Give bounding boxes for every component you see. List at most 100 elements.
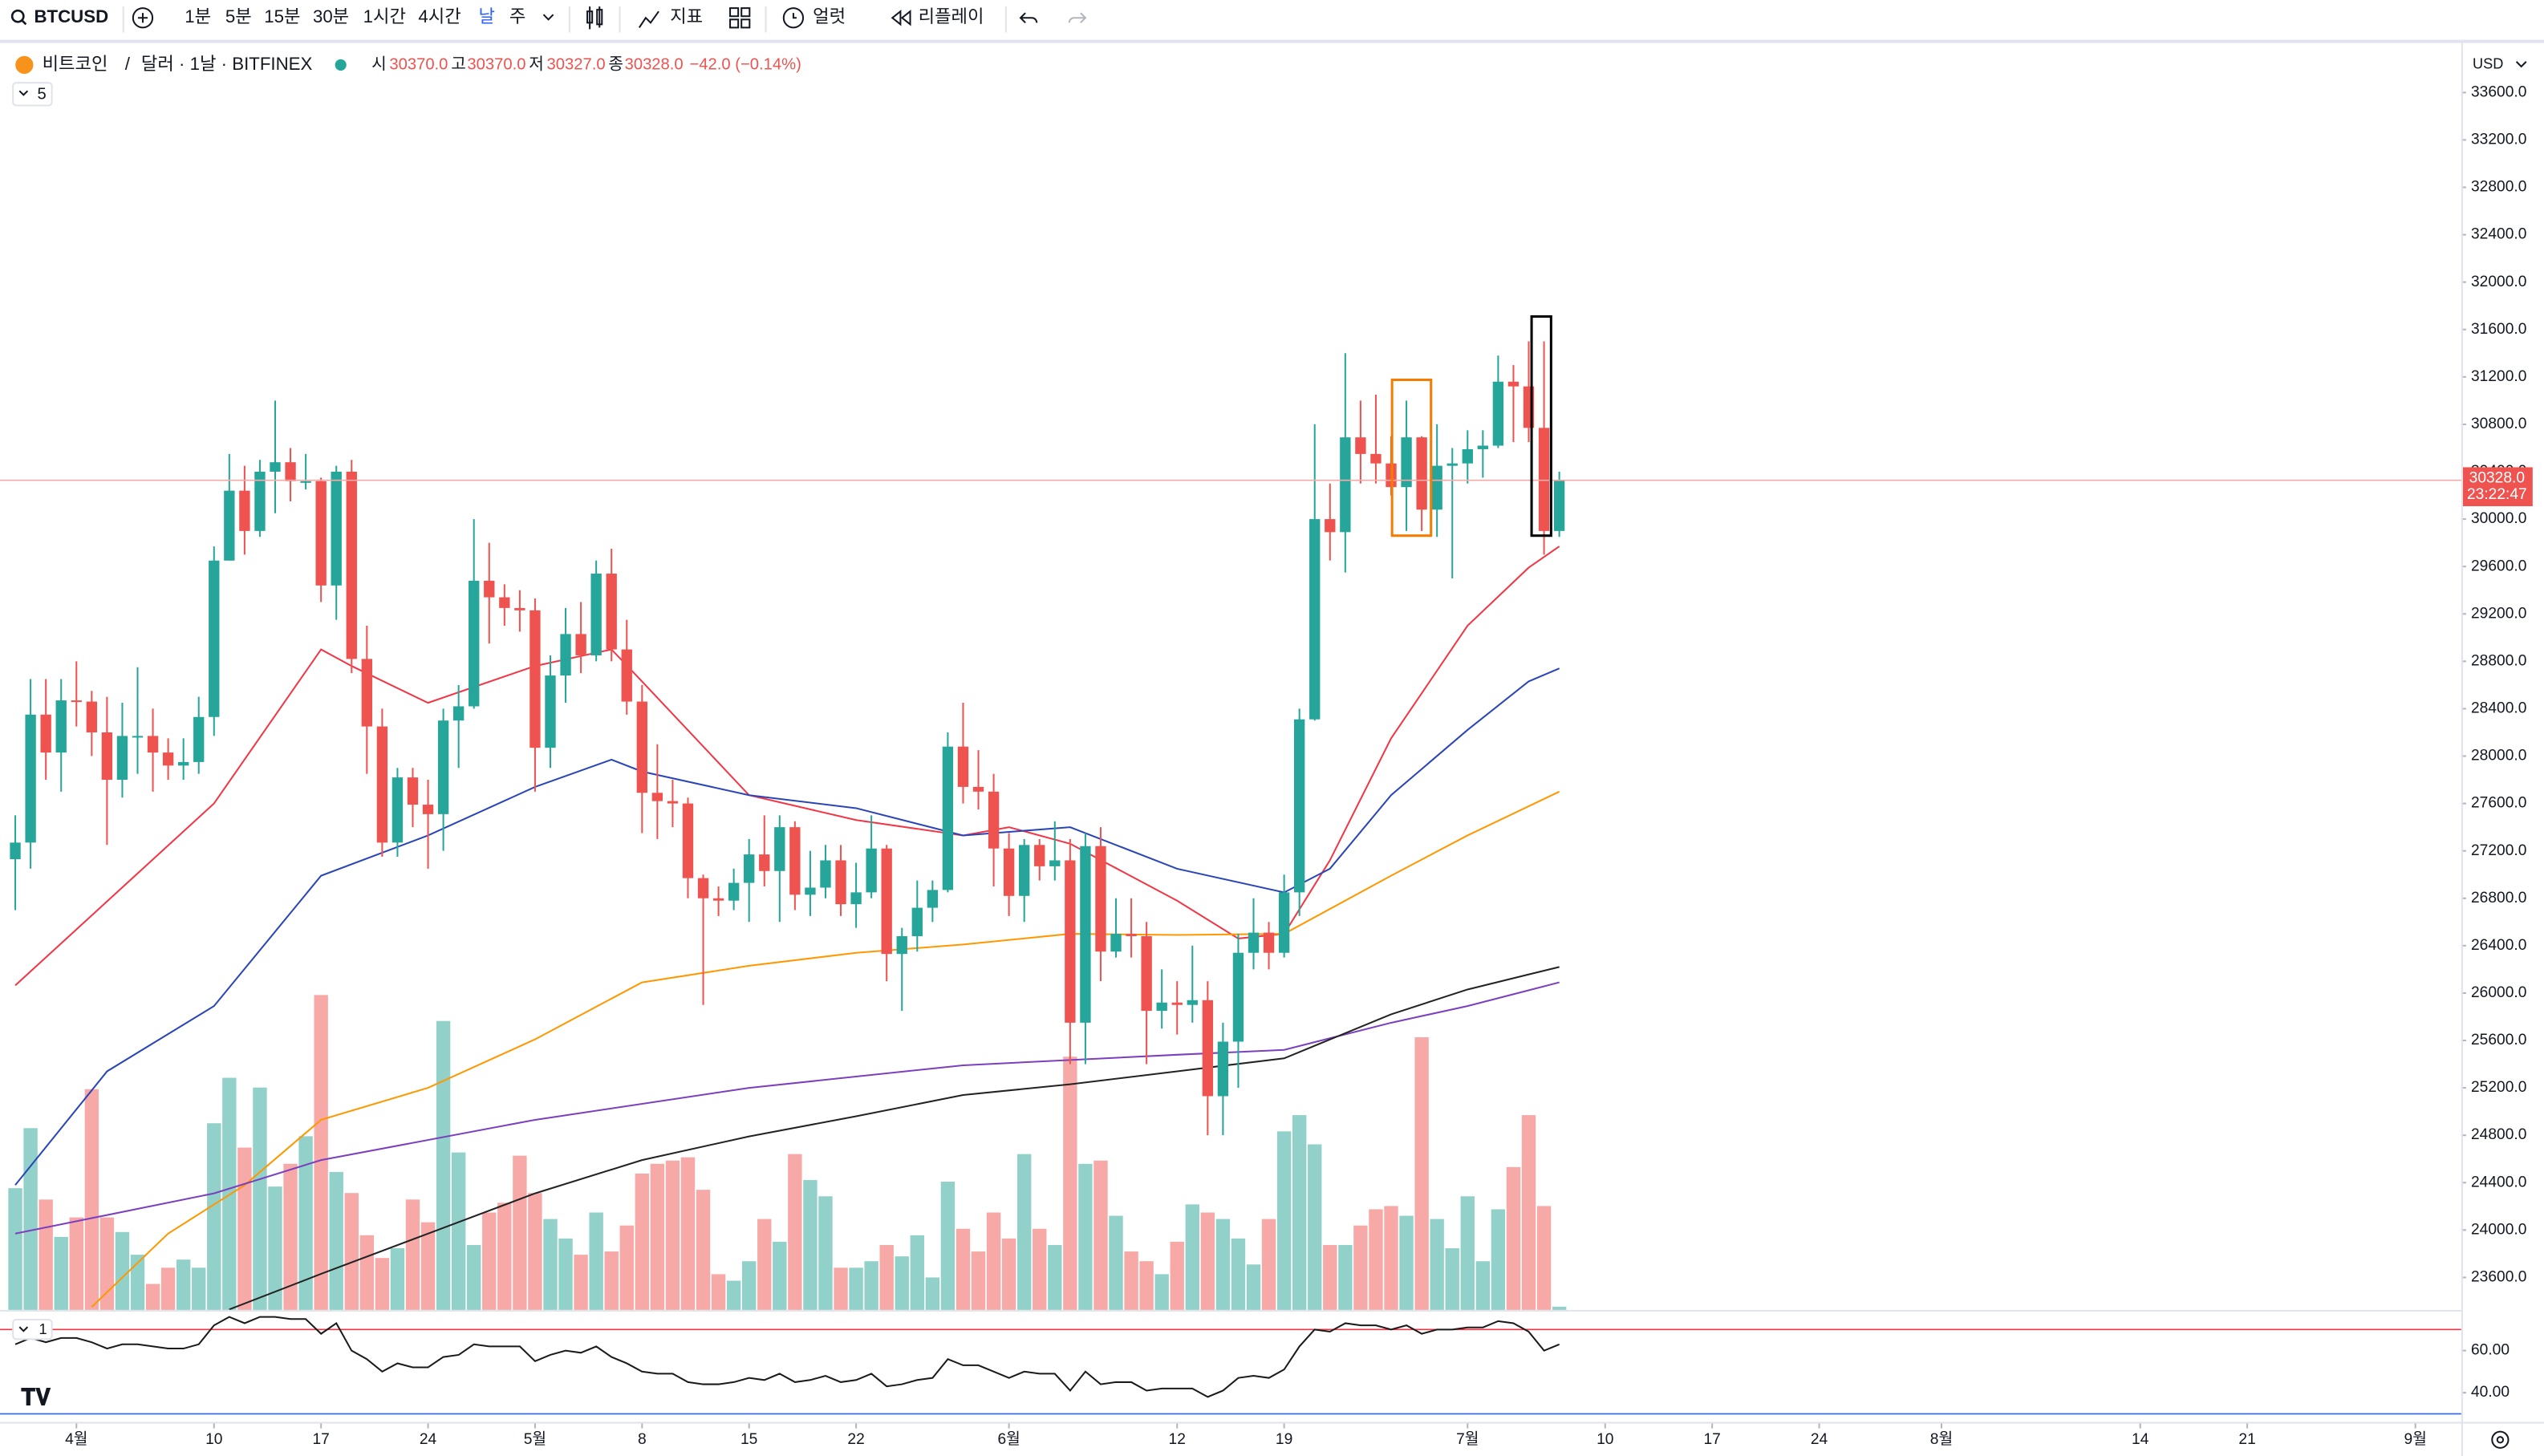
- candle-body: [972, 786, 984, 792]
- interval-dropdown[interactable]: [542, 14, 554, 21]
- candle-body: [361, 659, 372, 727]
- alert-button[interactable]: 얼럿: [813, 6, 846, 26]
- candle-body: [469, 580, 480, 707]
- volume-bar: [1170, 1241, 1184, 1310]
- candle-body: [1507, 381, 1520, 387]
- y-tick-label: 30800.0: [2471, 416, 2526, 432]
- volume-bar: [84, 1089, 99, 1310]
- candle-body: [55, 700, 67, 753]
- candle-body: [560, 634, 571, 676]
- interval[interactable]: 1분: [185, 6, 211, 26]
- countdown: 23:22:47: [2467, 486, 2527, 503]
- y-tick-label: 28800.0: [2471, 652, 2526, 669]
- chart-type-button[interactable]: [586, 6, 603, 30]
- interval[interactable]: 30분: [313, 6, 349, 26]
- volume-bar: [726, 1280, 741, 1310]
- replay-button[interactable]: 리플레이: [919, 6, 984, 26]
- logo[interactable]: 𝐓𝐕: [21, 1385, 51, 1411]
- settings-button[interactable]: [2491, 1430, 2510, 1449]
- candle-body: [285, 462, 296, 481]
- volume-bar: [528, 1193, 542, 1310]
- volume-bar: [864, 1261, 878, 1310]
- candle-body: [1401, 437, 1412, 488]
- candle-body: [1049, 860, 1061, 866]
- interval[interactable]: 4시간: [418, 6, 461, 26]
- volume-bar: [879, 1244, 894, 1310]
- candle-body: [988, 791, 1000, 849]
- volume-bar: [253, 1087, 267, 1310]
- ohlc-value: 30327.0: [547, 55, 606, 73]
- volume-bar: [1475, 1261, 1491, 1310]
- rsi-tick-label: 40.00: [2471, 1384, 2510, 1401]
- compare-icon: [137, 13, 148, 23]
- rsi-tick-label: 60.00: [2471, 1342, 2510, 1359]
- currency[interactable]: USD: [2473, 56, 2503, 72]
- market-status: [335, 59, 347, 71]
- candle-body: [651, 793, 663, 801]
- candle-body: [1171, 1002, 1183, 1005]
- redo-button[interactable]: [1068, 12, 1087, 24]
- volume-bar: [268, 1186, 282, 1310]
- candle-body: [835, 860, 846, 905]
- candle-body: [346, 472, 357, 659]
- ohlc-value: 30370.0: [467, 55, 525, 73]
- volume-bar: [222, 1077, 237, 1310]
- candle-body: [300, 481, 311, 483]
- volume-bar: [298, 1136, 313, 1310]
- x-tick-label: 17: [1703, 1431, 1720, 1448]
- candle-body: [1095, 846, 1106, 952]
- rsi-toggle[interactable]: [12, 1319, 53, 1340]
- interval[interactable]: 1시간: [363, 6, 406, 26]
- interval[interactable]: 15분: [264, 6, 300, 26]
- volume-bar: [680, 1157, 696, 1310]
- interval[interactable]: 5분: [225, 6, 252, 26]
- indicators-button[interactable]: 지표: [670, 6, 703, 26]
- candle-body: [881, 848, 892, 955]
- undo-button[interactable]: [1019, 12, 1038, 24]
- x-tick-label: 10: [205, 1431, 222, 1448]
- candle-body: [697, 878, 709, 898]
- candle-body: [239, 490, 250, 531]
- compare-button[interactable]: [132, 7, 154, 29]
- candle-body: [1370, 453, 1382, 464]
- drawing-rectangle[interactable]: [1390, 378, 1433, 537]
- moving-average: [229, 966, 1560, 1310]
- candle-body: [621, 649, 632, 702]
- volume-bar: [1536, 1206, 1552, 1310]
- volume-bar: [1109, 1215, 1123, 1310]
- currency-dropdown[interactable]: [2515, 61, 2527, 68]
- volume-bar: [1506, 1166, 1521, 1310]
- candle-body: [606, 574, 617, 650]
- volume-bar: [160, 1267, 176, 1310]
- candle-body: [1080, 846, 1091, 1023]
- volume-bar: [497, 1203, 512, 1310]
- x-tick-label: 24: [1811, 1431, 1828, 1448]
- interval[interactable]: 주: [509, 6, 525, 26]
- volume-bar: [390, 1248, 405, 1310]
- x-tick-label: 19: [1276, 1431, 1292, 1448]
- y-tick-label: 30000.0: [2471, 510, 2526, 527]
- candle-body: [1232, 952, 1244, 1042]
- volume-bar: [359, 1235, 375, 1310]
- candle-body: [759, 854, 770, 871]
- interval-active[interactable]: 날: [478, 6, 494, 26]
- symbol[interactable]: BTCUSD: [34, 6, 108, 26]
- x-tick-label: 5월: [524, 1430, 546, 1448]
- volume-bar: [1139, 1261, 1154, 1310]
- indicators-toggle[interactable]: [12, 82, 53, 107]
- candle-body: [744, 854, 755, 883]
- candle-body: [209, 560, 220, 717]
- search-icon[interactable]: [10, 9, 25, 23]
- x-tick-label: 7월: [1456, 1430, 1479, 1448]
- volume-bar: [207, 1123, 221, 1310]
- drawing-rectangle[interactable]: [1530, 315, 1552, 537]
- candle-body: [1462, 448, 1473, 464]
- ohlc-label: 고: [451, 55, 466, 73]
- candle-body: [392, 777, 404, 843]
- layouts-button[interactable]: [729, 7, 751, 29]
- volume-bar: [589, 1212, 603, 1310]
- candle-body: [1003, 848, 1015, 896]
- alert-icon: [782, 7, 805, 29]
- candle-body: [1340, 437, 1351, 533]
- ohlc-label: 저: [529, 55, 544, 73]
